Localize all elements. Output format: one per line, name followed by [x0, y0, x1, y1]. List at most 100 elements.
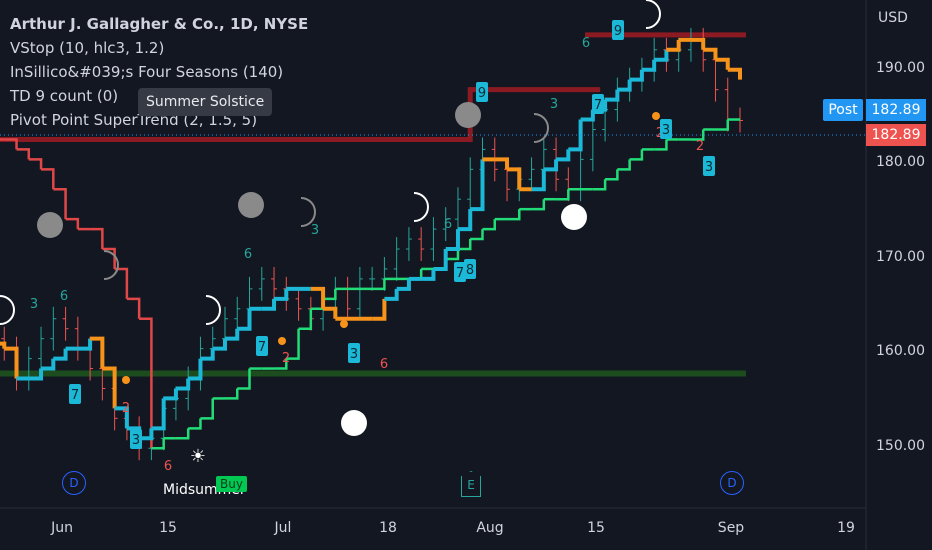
td-count-box: [592, 94, 604, 114]
td-count-box-digit: 3: [132, 433, 140, 448]
vstop-segment: [323, 306, 338, 319]
vstop-segment: [703, 47, 718, 60]
full-moon-icon: [37, 212, 63, 238]
vstop-segment: [543, 159, 559, 172]
price-tick-170: 170.00: [876, 249, 925, 265]
supertrend-segment: [41, 168, 55, 190]
vstop-segment: [531, 169, 546, 192]
td-count-box: [454, 262, 466, 282]
td-count-box-digit: 7: [71, 388, 79, 403]
vstop-segment: [41, 358, 56, 371]
td-count-box: [130, 429, 142, 449]
vstop-segment: [568, 119, 583, 152]
td-count-box-digit: 9: [614, 24, 622, 39]
vstop-segment: [433, 249, 448, 271]
vstop-segment: [224, 328, 240, 341]
td-count-marks: 363636622662277787993333: [30, 20, 715, 474]
vstop-segment: [188, 358, 203, 381]
td-count-box-digit: 7: [258, 340, 266, 355]
supertrend-segment: [151, 438, 165, 450]
supertrend-segment: [126, 297, 141, 319]
vstop-segment: [212, 338, 227, 351]
supertrend-segment: [592, 179, 607, 191]
crescent-moon-icon: [205, 295, 221, 325]
vstop-segment: [421, 268, 436, 281]
vstop-flip-dot: [122, 376, 130, 384]
vstop-segment: [139, 428, 154, 441]
td-count-box-digit: 9: [478, 86, 486, 101]
vstop-segment: [666, 39, 681, 52]
supertrend-segment: [654, 139, 668, 151]
supertrend-segment: [4, 138, 18, 150]
supertrend-segment: [629, 149, 644, 161]
supertrend-segment: [274, 358, 288, 370]
td-count-digit: 3: [311, 223, 319, 238]
td-count-digit: 6: [380, 357, 388, 372]
supertrend-segment: [16, 148, 31, 160]
crescent-moon-icon: [533, 113, 549, 143]
vstop-segment: [470, 159, 485, 212]
supertrend-segment: [200, 398, 214, 420]
td-count-box: [348, 343, 360, 363]
crescent-moon-icon: [645, 0, 661, 29]
legend-four-seasons[interactable]: InSillico&#039;s Four Seasons (140): [10, 63, 284, 81]
supertrend-segment: [690, 129, 705, 141]
vstop-segment: [237, 308, 252, 331]
supertrend-segment: [139, 317, 153, 449]
indicator-lines: [0, 37, 742, 450]
supertrend-segment: [445, 249, 460, 261]
vstop-segment: [102, 366, 117, 409]
legend-td-count[interactable]: TD 9 count (0): [10, 87, 119, 105]
legend-vstop[interactable]: VStop (10, hlc3, 1.2): [10, 39, 165, 57]
price-tick-180: 180.00: [876, 154, 925, 170]
vstop-segment: [654, 49, 669, 62]
td-count-box: [476, 82, 488, 102]
post-price-badge: 182.89: [866, 99, 926, 121]
vstop-segment: [605, 89, 620, 102]
dividend-event-icon-2[interactable]: D: [720, 471, 744, 495]
season-tooltip: Summer Solstice: [138, 88, 273, 116]
vstop-segment: [580, 109, 595, 122]
td-count-digit: 2: [696, 139, 704, 154]
vstop-segment: [0, 341, 7, 349]
legend-symbol-title[interactable]: Arthur J. Gallagher & Co., 1D, NYSE: [10, 15, 309, 33]
dividend-event-icon[interactable]: D: [62, 471, 86, 495]
time-label-jun-15: 15: [159, 520, 177, 536]
time-label-jul-18: 18: [379, 520, 397, 536]
time-label-jul: Jul: [274, 520, 292, 536]
vstop-segment: [77, 338, 93, 351]
last-price-badge: 182.89: [866, 124, 926, 146]
supertrend-segment: [224, 388, 239, 400]
full-moon-icon: [238, 192, 264, 218]
supertrend-segment: [102, 247, 116, 269]
td-count-digit: 6: [164, 459, 172, 474]
crescent-moon-icon: [413, 192, 429, 222]
td-count-digit: 2: [122, 401, 130, 416]
td-count-box-digit: 8: [466, 263, 474, 278]
td-count-box: [69, 384, 81, 404]
time-label-jun: Jun: [51, 520, 73, 536]
td-count-box-digit: 3: [350, 347, 358, 362]
vstop-flip-dot: [652, 112, 660, 120]
earnings-event-icon[interactable]: E: [461, 471, 481, 497]
td-count-box-digit: 3: [662, 123, 670, 138]
buy-signal-label: Buy: [216, 476, 247, 492]
td-count-box-digit: 3: [705, 160, 713, 175]
vstop-segment: [274, 288, 289, 301]
time-label-sep: Sep: [717, 520, 745, 536]
sun-icon: ☀: [190, 446, 206, 467]
vstop-segment: [445, 229, 460, 252]
crescent-moon-icon: [300, 197, 316, 227]
moon-phase-markers: ☀: [0, 0, 661, 467]
vstop-segment: [507, 167, 522, 190]
vstop-segment: [372, 298, 387, 321]
price-tick-150: 150.00: [876, 438, 925, 454]
supertrend-segment: [65, 217, 80, 230]
supertrend-segment: [114, 267, 129, 299]
td-count-box: [464, 259, 476, 279]
td-count-digit: 3: [30, 297, 38, 312]
vstop-flip-dot: [278, 337, 286, 345]
supertrend-segment: [298, 308, 313, 330]
time-label-aug: Aug: [476, 520, 504, 536]
